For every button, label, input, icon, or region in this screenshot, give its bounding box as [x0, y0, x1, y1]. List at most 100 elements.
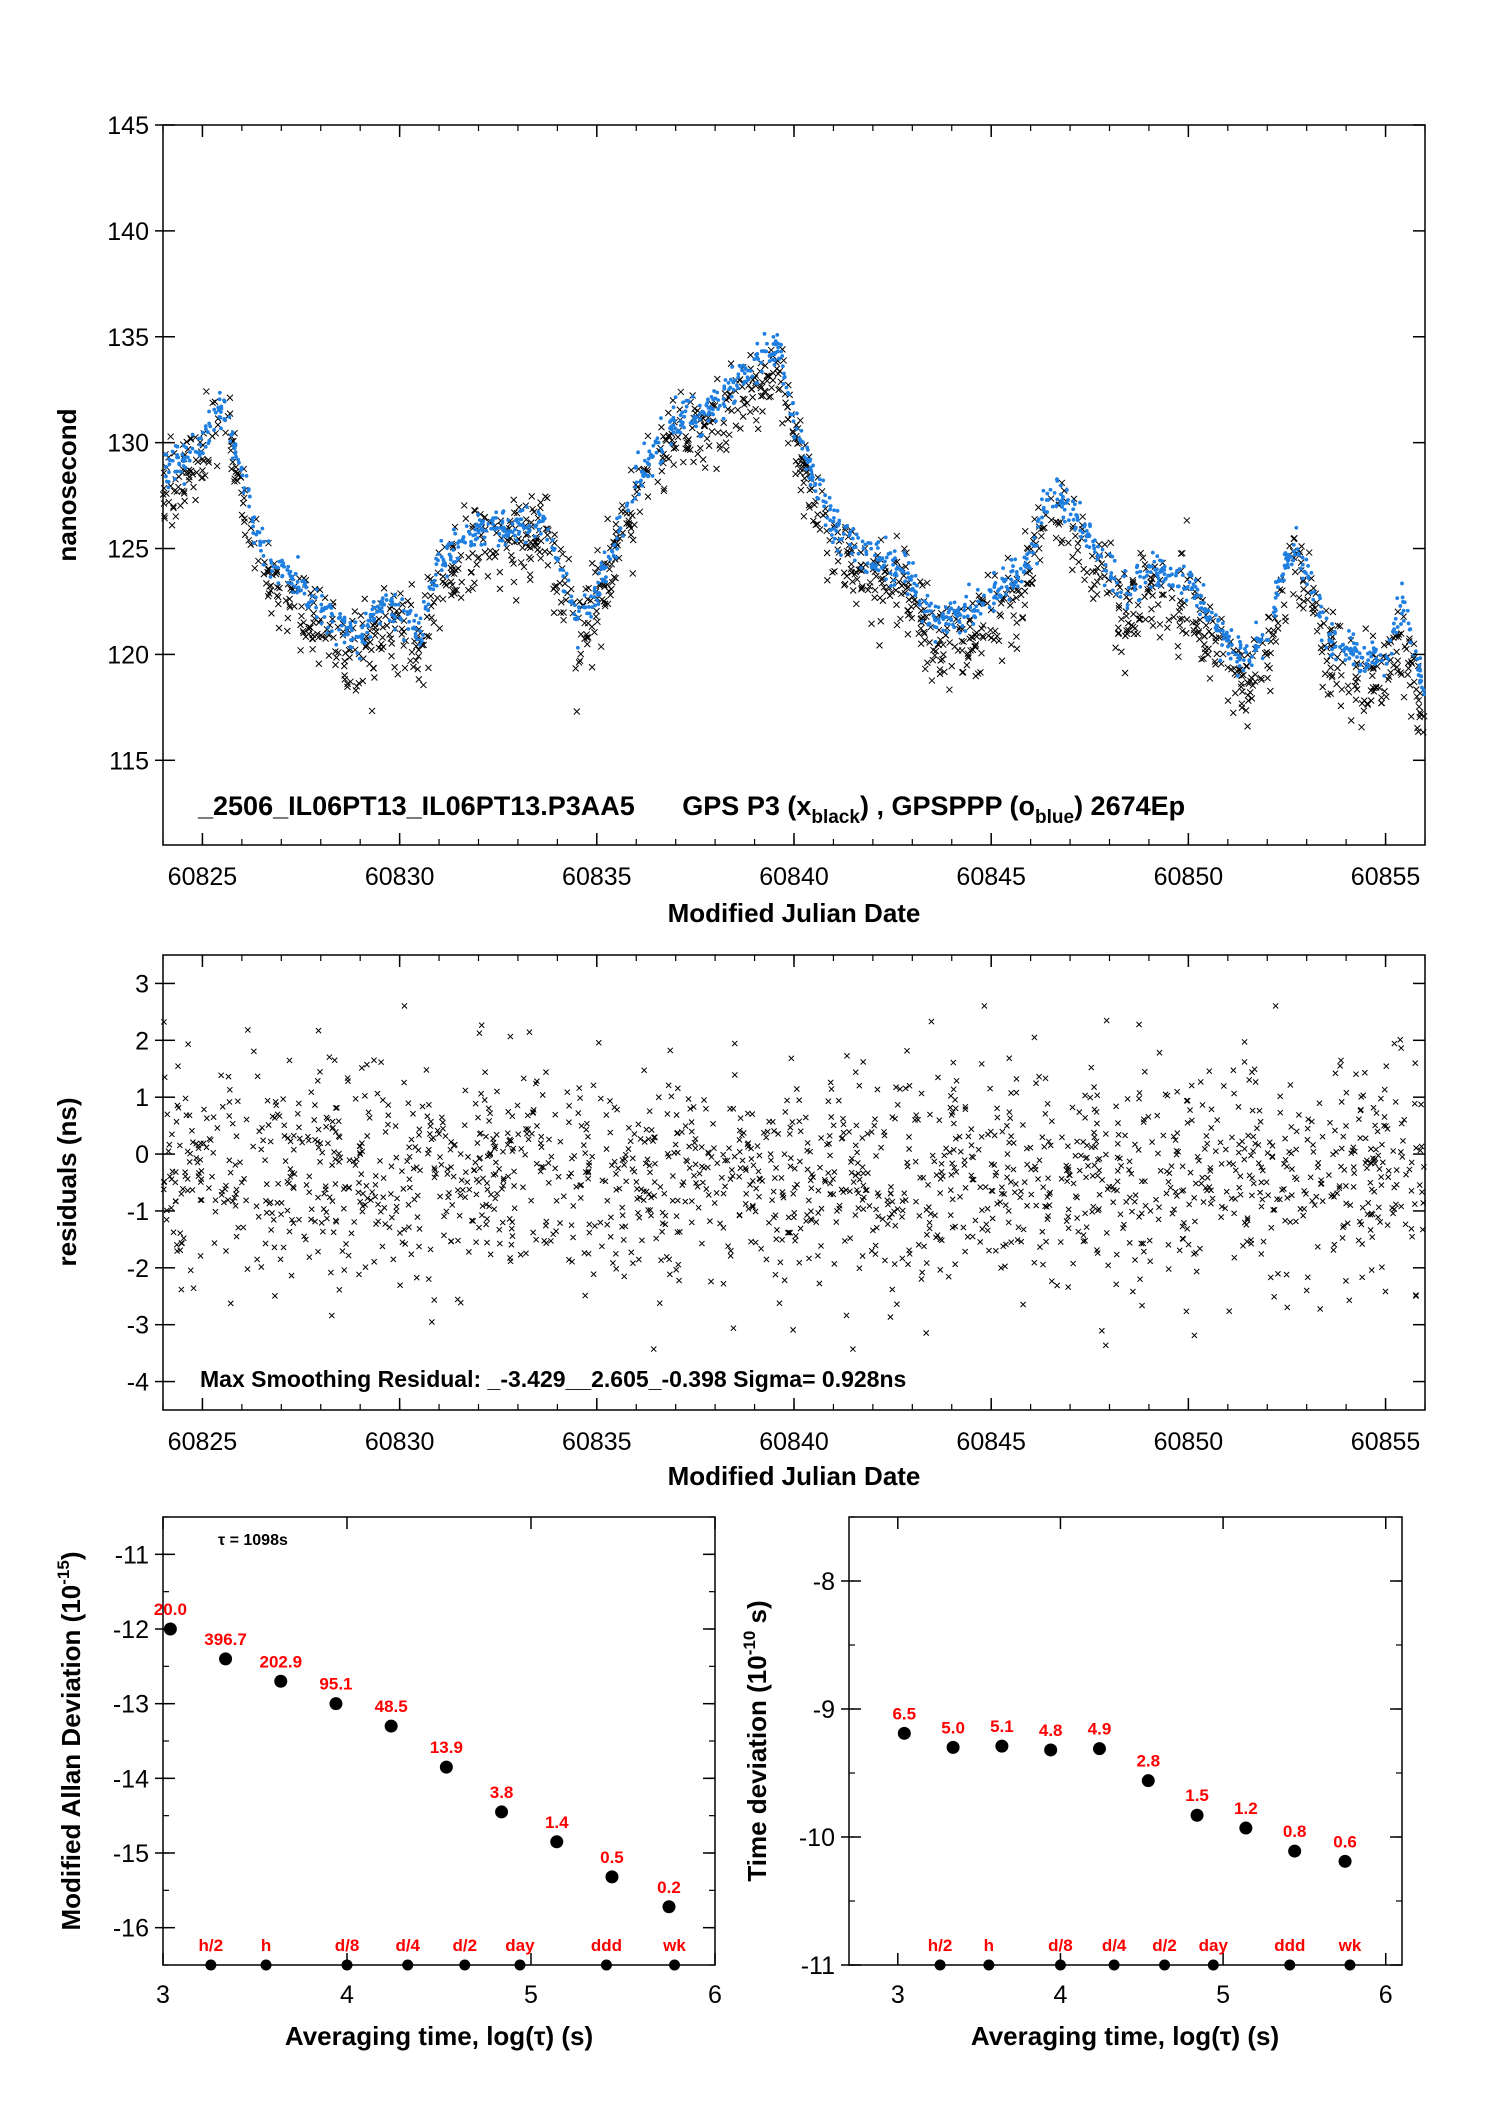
gpsppp-point [1415, 657, 1420, 661]
gps-p3-point [713, 375, 721, 383]
gpsppp-point [967, 582, 971, 587]
gpsppp-point [1061, 501, 1066, 506]
gpsppp-point [1122, 574, 1127, 579]
gps-p3-point [995, 637, 1003, 645]
gpsppp-point [1080, 530, 1085, 535]
gps-p3-point [527, 538, 535, 546]
gpsppp-point [501, 526, 505, 530]
gps-p3-point [557, 609, 564, 616]
gpsppp-point [514, 538, 519, 543]
gpsppp-point [851, 527, 856, 531]
gps-p3-point [1380, 641, 1388, 649]
gps-p3-point [1407, 713, 1415, 720]
gpsppp-point [1330, 652, 1335, 657]
gps-p3-point [1123, 593, 1130, 601]
gpsppp-point [604, 575, 608, 580]
gpsppp-point [883, 559, 887, 564]
gps-p3-point [604, 515, 612, 523]
gpsppp-point [342, 615, 347, 620]
gpsppp-point [561, 574, 566, 579]
gps-p3-point [241, 531, 249, 539]
gpsppp-point [390, 599, 395, 604]
gpsppp-point [219, 404, 224, 409]
gpsppp-point [200, 430, 205, 435]
gps-p3-point [1142, 616, 1149, 623]
gpsppp-point [393, 602, 398, 607]
gpsppp-point [755, 341, 760, 346]
gpsppp-point [375, 610, 379, 614]
gps-p3-point [1202, 622, 1210, 629]
gpsppp-point [592, 588, 597, 593]
gps-p3-point [1123, 627, 1130, 634]
gpsppp-point [641, 474, 646, 479]
gpsppp-point [464, 524, 469, 529]
gps-p3-point [351, 608, 359, 615]
gpsppp-point [800, 446, 805, 451]
gpsppp-point [869, 546, 874, 551]
gpsppp-point [1181, 586, 1186, 591]
gps-p3-point [1024, 580, 1032, 588]
gpsppp-point [807, 476, 812, 480]
gps-p3-point [1274, 619, 1282, 627]
gpsppp-point [516, 532, 521, 536]
gps-p3-point [1177, 597, 1184, 605]
gps-p3-point [234, 472, 242, 479]
gps-p3-point [1364, 700, 1371, 707]
gpsppp-point [733, 399, 737, 404]
gps-p3-point [1017, 591, 1025, 599]
gps-p3-point [1074, 547, 1082, 554]
gps-p3-point [811, 501, 818, 509]
gps-p3-point [172, 513, 180, 520]
gps-p3-point [1107, 539, 1115, 547]
gps-p3-point [1247, 677, 1254, 685]
gps-p3-point [420, 681, 427, 689]
gpsppp-point [330, 619, 335, 624]
gps-p3-point [393, 607, 401, 615]
gps-p3-point [316, 586, 324, 594]
gps-p3-point [1212, 660, 1219, 668]
gps-p3-point [878, 579, 886, 587]
gpsppp-point [1185, 585, 1190, 590]
gps-p3-point [690, 458, 697, 466]
gps-p3-point [1244, 723, 1251, 730]
gpsppp-point [1091, 543, 1096, 548]
gps-p3-point [205, 459, 213, 466]
gpsppp-point [400, 597, 405, 602]
gps-p3-point [608, 560, 616, 568]
gpsppp-point [1289, 562, 1294, 567]
gpsppp-point [799, 428, 804, 433]
gpsppp-point [841, 532, 846, 536]
gpsppp-point [583, 605, 588, 610]
gpsppp-point [365, 630, 369, 635]
gpsppp-point [589, 594, 593, 599]
gpsppp-point [611, 553, 616, 558]
gps-p3-point [430, 599, 438, 606]
gpsppp-point [1045, 510, 1050, 514]
gpsppp-point [816, 496, 821, 501]
gpsppp-point [1393, 616, 1398, 621]
gpsppp-point [1035, 525, 1040, 529]
gpsppp-point [181, 464, 186, 468]
gps-p3-point [991, 627, 999, 635]
gpsppp-point [1071, 517, 1076, 522]
gpsppp-point [1160, 569, 1165, 573]
gps-p3-point [536, 504, 544, 512]
gpsppp-point [960, 624, 965, 628]
gps-p3-point [972, 640, 980, 648]
gps-p3-point [853, 576, 861, 583]
gpsppp-point [828, 518, 833, 523]
gpsppp-point [380, 596, 385, 601]
gpsppp-point [777, 357, 782, 361]
gps-p3-point [915, 630, 923, 637]
gpsppp-point [1011, 564, 1015, 568]
gpsppp-point [1354, 641, 1359, 646]
gps-p3-point [228, 465, 235, 473]
gps-p3-point [410, 663, 417, 671]
gpsppp-point [423, 606, 428, 611]
gps-p3-point [448, 581, 456, 589]
gpsppp-point [340, 623, 344, 628]
gpsppp-point [1126, 585, 1131, 590]
gpsppp-point [360, 632, 365, 637]
gpsppp-point [585, 611, 590, 616]
gpsppp-point [446, 542, 451, 547]
